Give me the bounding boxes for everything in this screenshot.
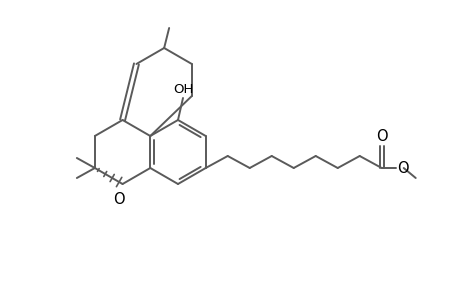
Text: OH: OH [173,83,193,96]
Text: O: O [375,129,386,144]
Text: O: O [396,160,408,175]
Text: O: O [112,192,124,207]
